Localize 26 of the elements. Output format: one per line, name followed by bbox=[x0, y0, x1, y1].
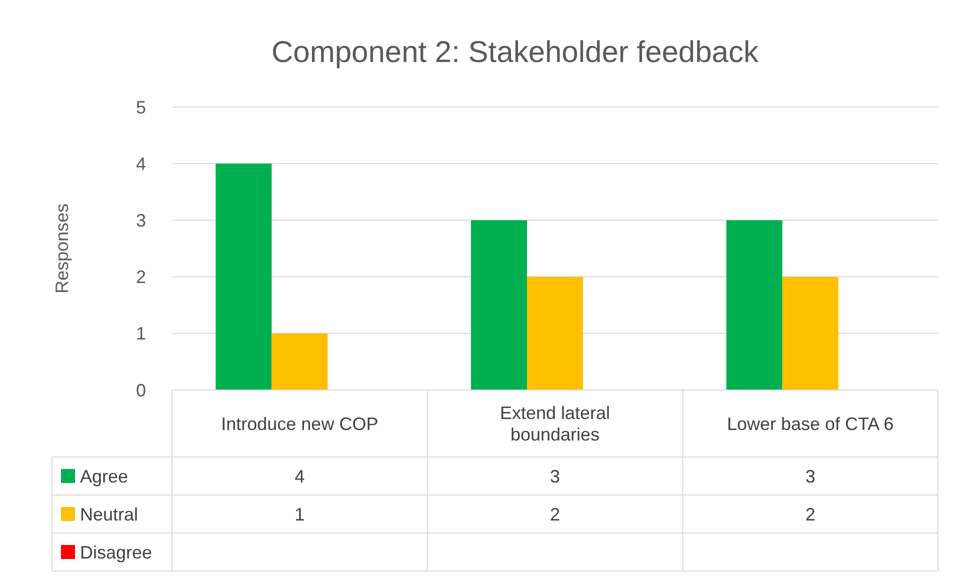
y-tick-label: 3 bbox=[136, 210, 146, 230]
chart-title: Component 2: Stakeholder feedback bbox=[272, 36, 760, 69]
y-tick-label: 5 bbox=[136, 97, 146, 118]
data-label: 3 bbox=[550, 466, 560, 486]
data-label: 1 bbox=[294, 504, 305, 524]
y-tick-label: 0 bbox=[136, 380, 146, 400]
x-tick-label: Extend lateral boundaries bbox=[500, 403, 610, 445]
legend-label: Disagree bbox=[80, 542, 152, 562]
data-label: 2 bbox=[550, 504, 560, 524]
x-tick-label: Lower base of CTA 6 bbox=[726, 414, 894, 434]
legend-label: Neutral bbox=[80, 504, 138, 524]
bar bbox=[272, 333, 328, 390]
y-tick-label: 4 bbox=[136, 154, 146, 174]
data-label: 4 bbox=[294, 466, 305, 486]
bar bbox=[782, 276, 838, 390]
y-tick-label: 2 bbox=[136, 267, 146, 288]
data-label: 3 bbox=[805, 466, 816, 486]
bar bbox=[216, 164, 272, 390]
data-label: 2 bbox=[805, 504, 816, 524]
x-tick-label: Introduce new COP bbox=[221, 414, 378, 434]
y-axis-title: Responses bbox=[52, 203, 72, 294]
legend-label: Agree bbox=[80, 466, 128, 486]
bar bbox=[726, 220, 782, 390]
bar bbox=[527, 276, 583, 390]
bar bbox=[471, 220, 527, 390]
y-tick-label: 1 bbox=[136, 324, 146, 344]
